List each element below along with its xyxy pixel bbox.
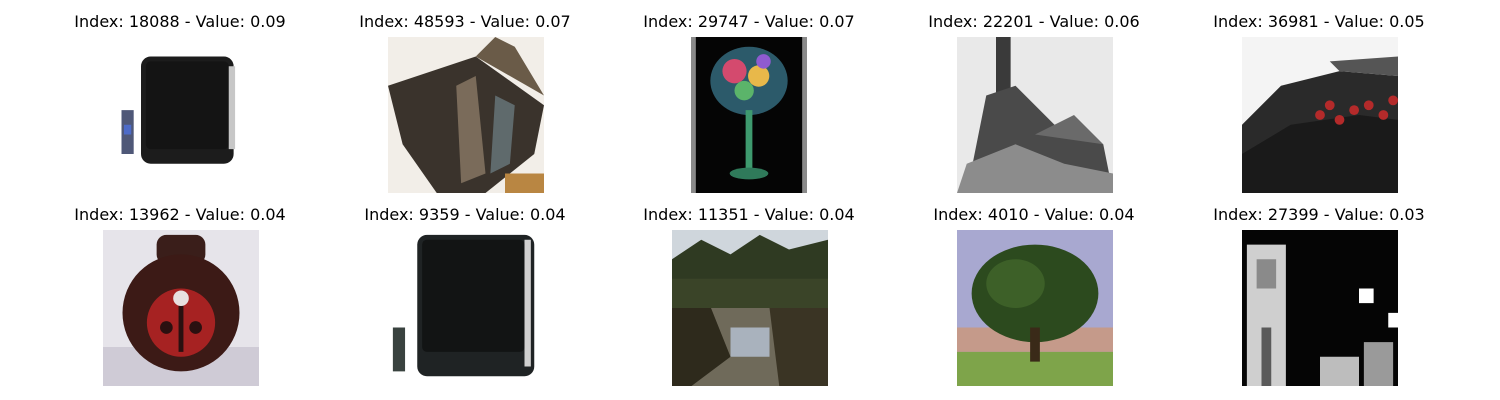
image-title: Index: 48593 - Value: 0.07 xyxy=(359,12,571,31)
image-title: Index: 13962 - Value: 0.04 xyxy=(74,205,286,224)
image-title: Index: 18088 - Value: 0.09 xyxy=(74,12,286,31)
dark-box-object-icon xyxy=(388,37,544,193)
lake-with-trees-icon xyxy=(672,230,828,386)
grayscale-person-image xyxy=(1242,230,1398,386)
crt-television-icon xyxy=(102,37,258,193)
grayscale-structure-icon xyxy=(957,37,1113,193)
colorful-glass-image xyxy=(691,37,807,193)
crt-television-image xyxy=(388,230,544,386)
ladybug-object-image xyxy=(103,230,259,386)
alarm-clock-image xyxy=(1242,37,1398,193)
grayscale-structure-image xyxy=(957,37,1113,193)
crt-television-image xyxy=(102,37,258,193)
lake-with-trees-image xyxy=(672,230,828,386)
image-title: Index: 27399 - Value: 0.03 xyxy=(1213,205,1425,224)
alarm-clock-icon xyxy=(1242,37,1398,193)
grayscale-person-icon xyxy=(1242,230,1398,386)
image-title: Index: 11351 - Value: 0.04 xyxy=(643,205,855,224)
tree-in-field-icon xyxy=(957,230,1113,386)
crt-television-icon xyxy=(388,230,544,386)
colorful-glass-icon xyxy=(691,37,807,193)
image-title: Index: 29747 - Value: 0.07 xyxy=(643,12,855,31)
tree-in-field-image xyxy=(957,230,1113,386)
image-title: Index: 22201 - Value: 0.06 xyxy=(928,12,1140,31)
image-title: Index: 9359 - Value: 0.04 xyxy=(364,205,566,224)
image-title: Index: 4010 - Value: 0.04 xyxy=(933,205,1135,224)
ladybug-object-icon xyxy=(103,230,259,386)
image-title: Index: 36981 - Value: 0.05 xyxy=(1213,12,1425,31)
dark-box-object-image xyxy=(388,37,544,193)
